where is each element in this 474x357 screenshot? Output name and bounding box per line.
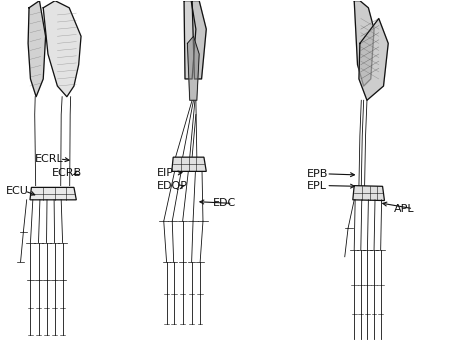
Polygon shape [192, 1, 206, 79]
Polygon shape [28, 1, 46, 97]
Text: EPB: EPB [307, 169, 328, 179]
Text: ECU: ECU [5, 186, 28, 196]
Text: EDC: EDC [213, 198, 237, 208]
Polygon shape [184, 1, 196, 79]
Polygon shape [354, 1, 374, 86]
Text: EIP: EIP [156, 168, 173, 178]
Polygon shape [359, 19, 388, 100]
Polygon shape [43, 1, 81, 97]
Polygon shape [172, 157, 206, 171]
Text: ECRL: ECRL [35, 154, 64, 164]
Polygon shape [187, 36, 199, 100]
Text: ECRB: ECRB [52, 168, 82, 178]
Polygon shape [353, 186, 384, 201]
Text: EPL: EPL [307, 181, 327, 191]
Text: EDQP: EDQP [156, 181, 188, 191]
Text: APL: APL [394, 204, 415, 214]
Polygon shape [30, 187, 76, 200]
